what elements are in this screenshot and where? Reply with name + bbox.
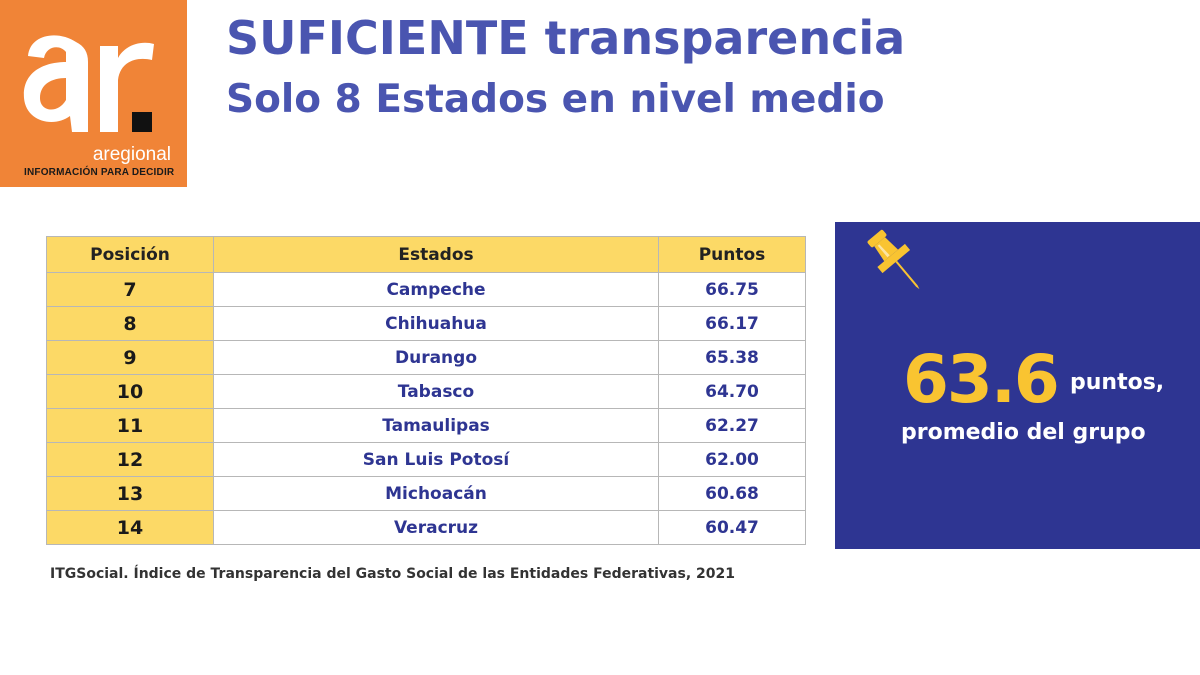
state-cell: Michoacán [213,476,659,511]
state-cell: Chihuahua [213,306,659,341]
points-cell: 64.70 [658,374,806,409]
ranking-table: Posición Estados Puntos 7 Campeche 66.75… [46,236,806,545]
state-cell: Campeche [213,272,659,307]
position-cell: 7 [46,272,214,307]
pushpin-icon [867,229,920,290]
position-cell: 11 [46,408,214,443]
table-row: 14 Veracruz 60.47 [46,510,806,545]
average-unit: puntos, [1070,370,1165,395]
table-row: 7 Campeche 66.75 [46,272,806,307]
points-cell: 60.68 [658,476,806,511]
table-row: 12 San Luis Potosí 62.00 [46,442,806,477]
table-header-row: Posición Estados Puntos [46,236,806,273]
position-cell: 12 [46,442,214,477]
column-header-state: Estados [213,236,659,273]
average-value: 63.6 [903,341,1060,418]
logo-name: aregional [92,144,171,165]
state-cell: Tamaulipas [213,408,659,443]
summary-panel: 63.6 puntos, promedio del grupo [835,222,1200,549]
points-cell: 66.75 [658,272,806,307]
table-row: 9 Durango 65.38 [46,340,806,375]
points-cell: 62.00 [658,442,806,477]
table-row: 13 Michoacán 60.68 [46,476,806,511]
state-cell: Tabasco [213,374,659,409]
position-cell: 10 [46,374,214,409]
table-row: 11 Tamaulipas 62.27 [46,408,806,443]
aregional-logo: aregional INFORMACIÓN PARA DECIDIR [0,0,187,187]
column-header-position: Posición [46,236,214,273]
table-row: 8 Chihuahua 66.17 [46,306,806,341]
ar-logo-mark-icon [23,35,154,132]
average-caption: promedio del grupo [901,420,1146,445]
column-header-points: Puntos [658,236,806,273]
points-cell: 66.17 [658,306,806,341]
state-cell: Durango [213,340,659,375]
points-cell: 62.27 [658,408,806,443]
position-cell: 8 [46,306,214,341]
points-cell: 60.47 [658,510,806,545]
table-row: 10 Tabasco 64.70 [46,374,806,409]
state-cell: Veracruz [213,510,659,545]
points-cell: 65.38 [658,340,806,375]
page-subtitle: Solo 8 Estados en nivel medio [226,77,885,122]
state-cell: San Luis Potosí [213,442,659,477]
page-title: SUFICIENTE transparencia [226,11,906,65]
logo-tagline: INFORMACIÓN PARA DECIDIR [24,167,175,178]
position-cell: 13 [46,476,214,511]
source-note: ITGSocial. Índice de Transparencia del G… [50,566,735,582]
position-cell: 9 [46,340,214,375]
position-cell: 14 [46,510,214,545]
